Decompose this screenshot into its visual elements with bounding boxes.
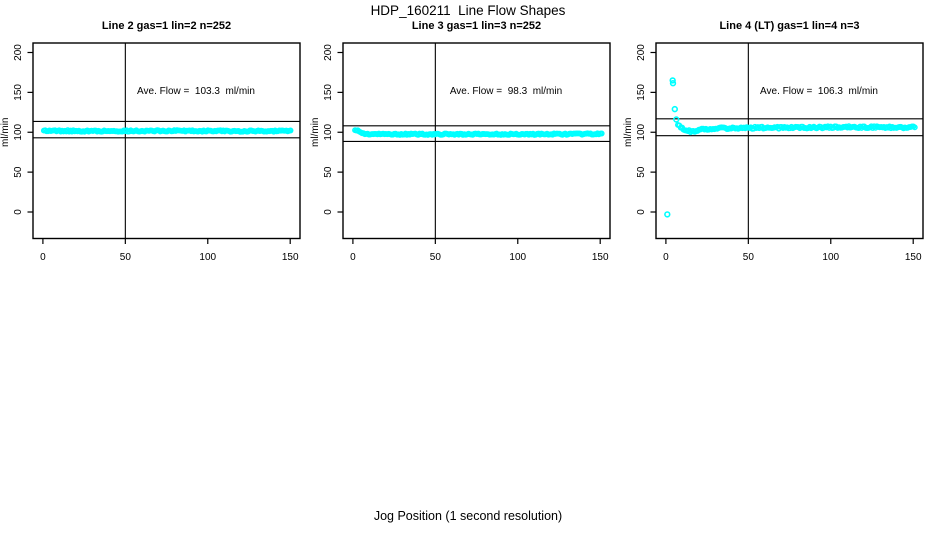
x-tick-label: 150 — [592, 252, 609, 263]
panel-line-2: 0 50 100 150 0 50 100 150 200 ml/min Line 2 gas=1… — [0, 0, 312, 280]
ave-flow-annotation: Ave. Flow = 106.3 ml/min — [760, 86, 878, 97]
y-tick-label: 100 — [323, 123, 334, 140]
outlier-point — [669, 80, 677, 87]
outlier-point — [669, 77, 676, 84]
data-point — [911, 124, 918, 131]
x-tick-label: 150 — [905, 252, 922, 263]
x-tick-label: 150 — [282, 252, 299, 263]
panel-line-3: 0 50 100 150 0 50 100 150 200 ml/min Line 3 gas=1… — [310, 0, 622, 280]
y-tick-label: 50 — [323, 166, 334, 178]
y-tick-label: 50 — [636, 166, 647, 178]
x-tick-label: 100 — [822, 252, 839, 263]
x-axis-label: Jog Position (1 second resolution) — [373, 509, 563, 523]
x-tick-label: 0 — [40, 252, 46, 263]
plot-box — [32, 42, 301, 240]
outlier-point — [673, 116, 680, 123]
plot-box — [342, 42, 611, 240]
panel-title: Line 4 (LT) gas=1 lin=4 n=3 — [719, 20, 860, 32]
plot-area-line-4: 0 50 100 150 0 50 100 150 200 ml/min — [623, 42, 924, 263]
y-tick-label: 150 — [323, 84, 334, 101]
ave-flow-annotation: Ave. Flow = 98.3 ml/min — [449, 86, 563, 97]
y-tick-label: 150 — [636, 84, 647, 101]
figure-title: HDP_160211 Line Flow Shapes — [370, 3, 566, 18]
y-tick-label: 0 — [13, 209, 24, 215]
panel-title: Line 2 gas=1 lin=2 n=252 — [101, 20, 232, 32]
y-tick-label: 150 — [13, 84, 24, 101]
plot-box — [655, 42, 924, 240]
outlier-point — [664, 211, 671, 218]
y-axis-title: ml/min — [623, 118, 634, 147]
x-tick-label: 100 — [509, 252, 526, 263]
ave-flow-annotation: Ave. Flow = 103.3 ml/min — [137, 86, 255, 97]
y-tick-label: 100 — [636, 123, 647, 140]
y-tick-label: 0 — [323, 209, 334, 215]
x-tick-label: 50 — [430, 252, 442, 263]
x-tick-label: 50 — [120, 252, 132, 263]
plot-area-line-3: 0 50 100 150 0 50 100 150 200 ml/min — [310, 42, 611, 263]
plot-area-line-2: 0 50 100 150 0 50 100 150 200 ml/min — [0, 42, 301, 263]
x-tick-label: 100 — [199, 252, 216, 263]
panel-title: Line 3 gas=1 lin=3 n=252 — [411, 20, 542, 32]
y-tick-label: 50 — [13, 166, 24, 178]
outlier-point — [671, 105, 679, 113]
y-axis-title: ml/min — [310, 118, 321, 147]
x-tick-label: 0 — [350, 252, 356, 263]
y-tick-label: 200 — [323, 44, 334, 61]
y-tick-label: 100 — [13, 123, 24, 140]
y-tick-label: 200 — [636, 44, 647, 61]
y-tick-label: 200 — [13, 44, 24, 61]
data-point — [598, 130, 605, 137]
x-tick-label: 0 — [663, 252, 669, 263]
x-tick-label: 50 — [743, 252, 755, 263]
panel-line-4: 0 50 100 150 0 50 100 150 200 ml/min Line 4 (LT) … — [623, 0, 935, 280]
y-tick-label: 0 — [636, 209, 647, 215]
data-point — [287, 127, 294, 134]
y-axis-title: ml/min — [0, 118, 11, 147]
